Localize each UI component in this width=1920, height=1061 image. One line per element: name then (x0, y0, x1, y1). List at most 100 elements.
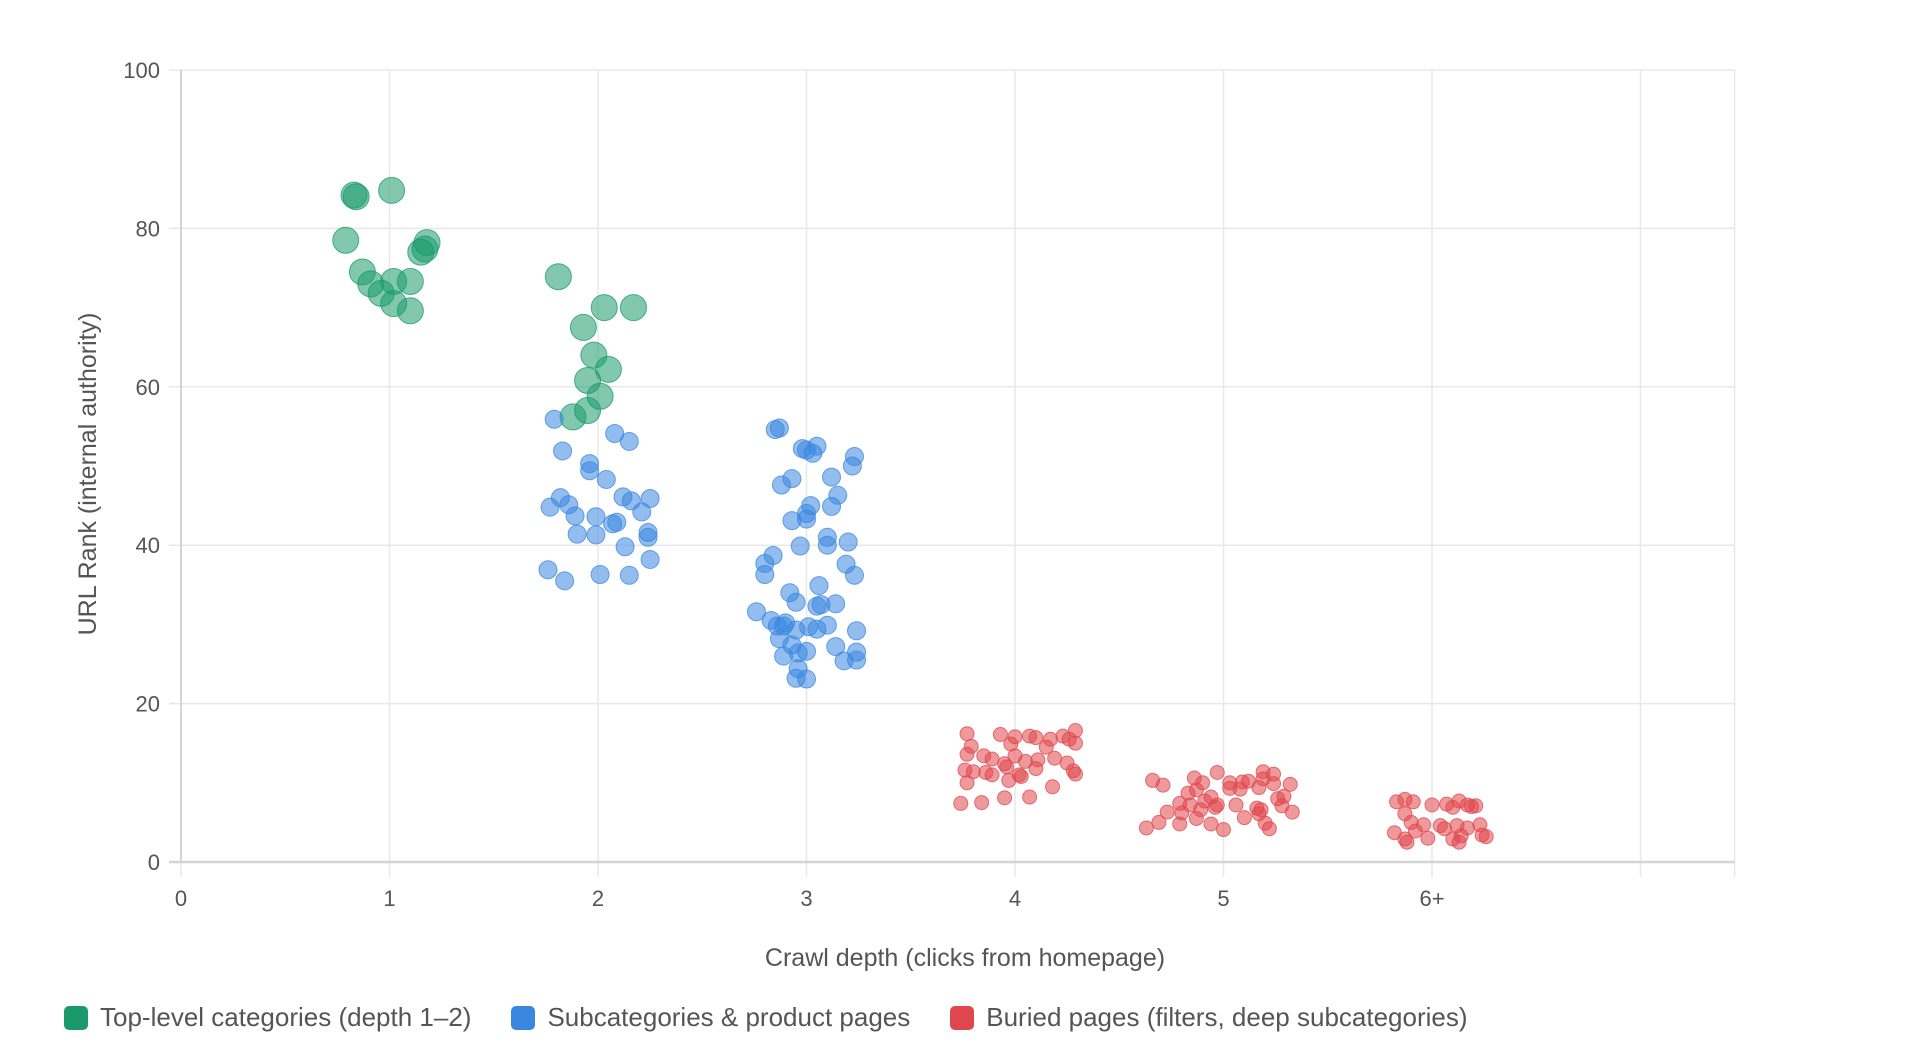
data-point[interactable] (596, 469, 616, 489)
data-point[interactable] (544, 263, 572, 291)
data-point[interactable] (797, 641, 816, 661)
data-point[interactable] (1251, 780, 1267, 796)
data-point[interactable] (1067, 723, 1083, 739)
data-point[interactable] (1047, 750, 1063, 766)
data-point[interactable] (555, 571, 575, 591)
data-point[interactable] (769, 418, 789, 438)
data-point[interactable] (1188, 782, 1204, 798)
data-point[interactable] (1159, 804, 1175, 820)
data-point[interactable] (1028, 730, 1044, 746)
data-point[interactable] (847, 642, 867, 662)
data-point[interactable] (553, 441, 573, 461)
data-point[interactable] (1284, 804, 1300, 820)
data-point[interactable] (746, 602, 766, 622)
data-point[interactable] (1478, 829, 1494, 845)
data-point[interactable] (1155, 777, 1171, 793)
data-point[interactable] (559, 403, 587, 431)
data-point[interactable] (619, 294, 647, 322)
data-point[interactable] (396, 267, 424, 295)
data-point[interactable] (826, 594, 846, 614)
data-point[interactable] (1045, 779, 1061, 795)
data-point[interactable] (1437, 821, 1453, 837)
data-point[interactable] (1203, 816, 1219, 832)
data-point[interactable] (984, 751, 1000, 767)
data-point[interactable] (1207, 799, 1223, 815)
data-point[interactable] (959, 746, 975, 762)
data-point[interactable] (755, 565, 775, 585)
data-point[interactable] (774, 646, 794, 666)
data-point[interactable] (544, 409, 564, 429)
data-point[interactable] (411, 235, 439, 263)
data-point[interactable] (817, 615, 837, 635)
data-point[interactable] (1188, 810, 1204, 826)
legend-item-top-level[interactable]: Top-level categories (depth 1–2) (64, 1002, 471, 1033)
data-point[interactable] (607, 512, 627, 532)
data-point[interactable] (953, 795, 969, 811)
data-point[interactable] (586, 525, 606, 545)
data-point[interactable] (619, 431, 639, 451)
data-point[interactable] (786, 592, 806, 612)
data-point[interactable] (984, 767, 1000, 783)
data-point[interactable] (640, 549, 660, 569)
data-point[interactable] (586, 507, 606, 527)
data-point[interactable] (1405, 794, 1421, 810)
data-point[interactable] (567, 524, 587, 544)
data-point[interactable] (378, 176, 406, 204)
data-point[interactable] (1151, 814, 1167, 830)
data-point[interactable] (1038, 739, 1054, 755)
data-point[interactable] (1022, 789, 1038, 805)
data-point[interactable] (1067, 735, 1083, 751)
data-point[interactable] (638, 527, 658, 547)
data-point[interactable] (974, 795, 990, 811)
data-point[interactable] (797, 669, 816, 689)
data-point[interactable] (580, 461, 600, 481)
data-point[interactable] (632, 502, 652, 522)
data-point[interactable] (1468, 798, 1484, 814)
data-point[interactable] (1216, 822, 1231, 838)
data-point[interactable] (1266, 776, 1282, 792)
data-point[interactable] (1001, 772, 1017, 788)
data-point[interactable] (605, 424, 625, 444)
data-point[interactable] (342, 183, 370, 211)
data-point[interactable] (594, 355, 622, 383)
data-point[interactable] (992, 726, 1008, 742)
data-point[interactable] (838, 532, 858, 552)
data-point[interactable] (822, 496, 842, 516)
data-point[interactable] (997, 756, 1013, 772)
data-point[interactable] (1055, 728, 1071, 744)
data-point[interactable] (847, 621, 867, 641)
data-point[interactable] (790, 536, 810, 556)
data-point[interactable] (1407, 823, 1423, 839)
data-point[interactable] (332, 226, 360, 254)
data-point[interactable] (1138, 820, 1154, 836)
data-point[interactable] (1067, 766, 1083, 782)
data-point[interactable] (997, 790, 1013, 806)
data-point[interactable] (396, 297, 424, 325)
data-point[interactable] (822, 467, 842, 487)
data-point[interactable] (797, 509, 816, 529)
data-point[interactable] (1172, 816, 1188, 832)
data-point[interactable] (1228, 797, 1244, 813)
data-point[interactable] (782, 469, 802, 489)
data-point[interactable] (842, 456, 862, 476)
data-point[interactable] (619, 565, 639, 585)
data-point[interactable] (1445, 799, 1461, 815)
data-point[interactable] (538, 560, 558, 580)
legend-item-subcategories[interactable]: Subcategories & product pages (511, 1002, 910, 1033)
data-point[interactable] (844, 565, 864, 585)
data-point[interactable] (1232, 781, 1248, 797)
data-point[interactable] (615, 537, 635, 557)
data-point[interactable] (1282, 776, 1298, 792)
data-point[interactable] (959, 726, 975, 742)
data-point[interactable] (959, 775, 975, 791)
data-point[interactable] (826, 637, 846, 657)
data-point[interactable] (1209, 765, 1225, 781)
data-point[interactable] (1453, 828, 1469, 844)
data-point[interactable] (1424, 797, 1440, 813)
data-point[interactable] (803, 443, 823, 463)
data-point[interactable] (807, 596, 827, 616)
data-point[interactable] (1236, 810, 1252, 826)
data-point[interactable] (540, 497, 560, 517)
data-point[interactable] (569, 313, 597, 341)
data-point[interactable] (1028, 761, 1044, 777)
